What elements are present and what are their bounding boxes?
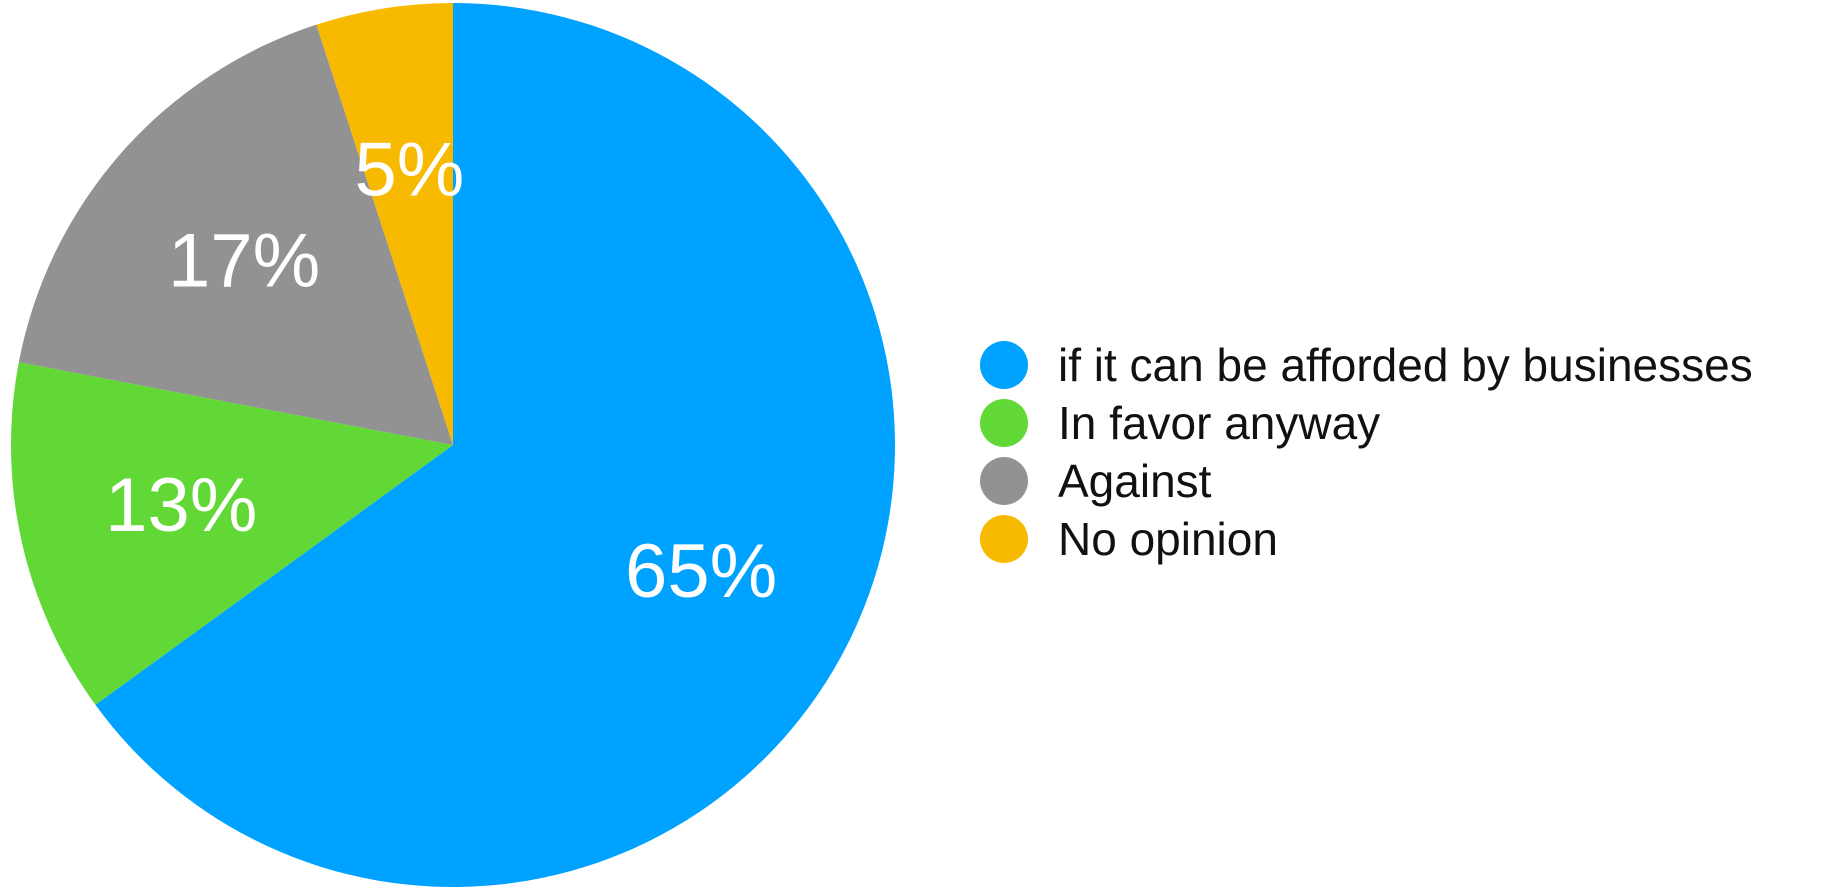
legend-item: Against [980,452,1753,510]
legend-label: No opinion [1058,513,1278,565]
legend-item: In favor anyway [980,394,1753,452]
pie-slice-1 [10,362,454,705]
legend-swatch-icon [980,399,1028,447]
legend-label: if it can be afforded by businesses [1058,339,1753,391]
legend-swatch-icon [980,515,1028,563]
pie-slices [10,3,895,887]
legend-swatch-icon [980,341,1028,389]
pie-slice-label-0: 65% [625,529,777,614]
pie-slice-label-3: 5% [355,127,465,212]
pie-slice-label-1: 13% [105,463,257,548]
legend-item: if it can be afforded by businesses [980,336,1753,394]
legend-label: Against [1058,455,1212,507]
legend-swatch-icon [980,457,1028,505]
pie-slice-0 [95,3,895,887]
chart-legend: if it can be afforded by businesses In fa… [980,336,1753,568]
legend-item: No opinion [980,510,1753,568]
legend-label: In favor anyway [1058,397,1381,449]
pie-chart-plot: 65% 13% 17% 5% [10,3,895,887]
pie-slice-2 [18,24,453,445]
pie-slice-3 [316,3,453,445]
pie-slice-label-2: 17% [168,218,320,303]
pie-slice-labels: 65% 13% 17% 5% [105,127,777,613]
